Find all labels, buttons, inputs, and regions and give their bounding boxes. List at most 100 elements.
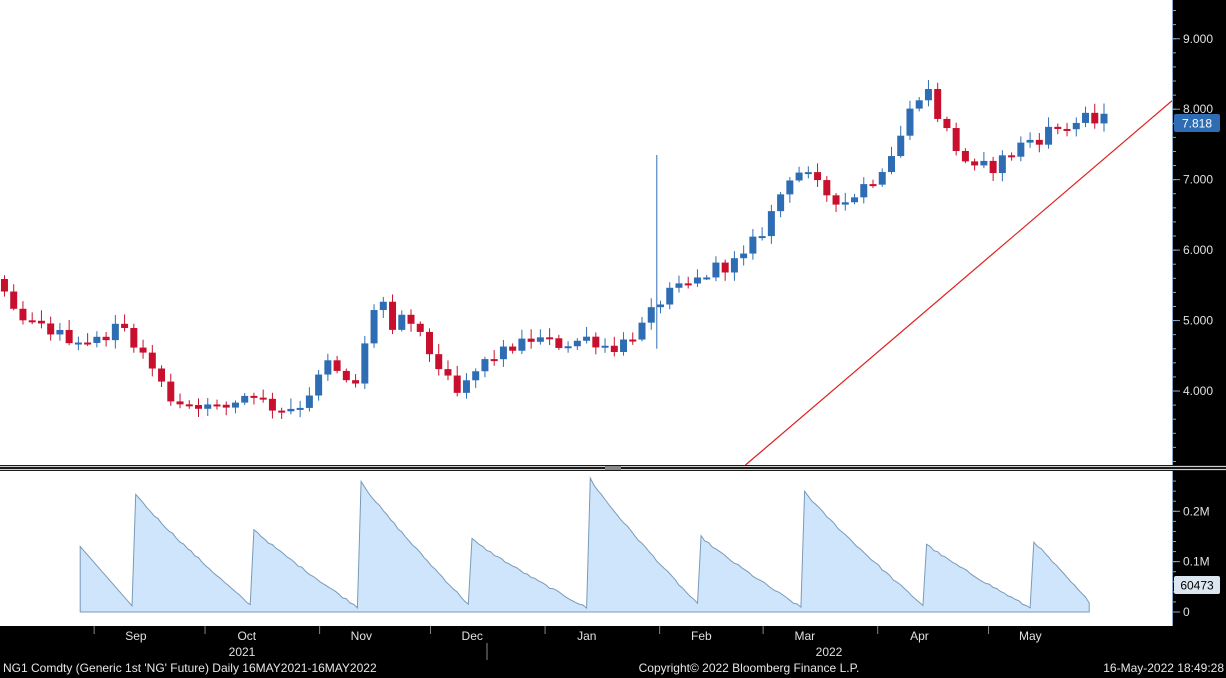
candle [1054, 123, 1062, 135]
candle [583, 326, 591, 344]
price-candles [0, 79, 1108, 419]
candle [564, 341, 572, 353]
oi-area [79, 476, 1090, 613]
candle [823, 176, 831, 202]
candle [278, 407, 286, 419]
candle [241, 392, 249, 405]
price-tick-label: 6.000 [1183, 243, 1213, 257]
candle [675, 275, 683, 293]
x-axis: Sep Oct Nov Dec Jan Feb Mar Apr May 2021 2022 [93, 626, 1042, 660]
candle [546, 328, 554, 346]
candle [453, 365, 461, 397]
candle [0, 275, 8, 297]
candle [389, 294, 397, 335]
candle [555, 334, 563, 350]
candle [758, 227, 766, 241]
candle [666, 282, 674, 310]
candle [897, 125, 905, 158]
candle [647, 298, 655, 330]
candle [1026, 132, 1034, 148]
candle [213, 399, 221, 410]
candle [130, 323, 138, 353]
oi-axis: 0 0.1M 0.2M [1172, 480, 1210, 619]
candle [638, 316, 646, 342]
candle [518, 329, 526, 355]
candle [287, 398, 295, 415]
oi-last-value: 60473 [1180, 579, 1214, 593]
price-tick-label: 4.000 [1183, 384, 1213, 398]
candle [176, 393, 184, 409]
month-label: Mar [795, 629, 816, 643]
month-label: Oct [237, 629, 256, 643]
candle [1100, 103, 1108, 132]
candle [1008, 152, 1016, 161]
candle [814, 163, 822, 187]
candle [989, 156, 997, 181]
candle [749, 229, 757, 260]
candle [730, 251, 738, 281]
candle [139, 339, 147, 359]
copyright-text: Copyright© 2022 Bloomberg Finance L.P. [639, 661, 860, 675]
candle [971, 158, 979, 171]
candle [980, 151, 988, 169]
candle [435, 343, 443, 376]
candle [74, 336, 82, 351]
candle [795, 166, 803, 183]
candle [204, 397, 212, 417]
oi-last-badge: 60473 [1174, 576, 1220, 594]
month-label: Sep [125, 629, 147, 643]
price-last-badge: 7.818 [1174, 114, 1220, 132]
candle [878, 168, 886, 187]
price-tick-label: 5.000 [1183, 314, 1213, 328]
candle [906, 100, 914, 140]
candle [361, 335, 369, 390]
candle [342, 368, 350, 383]
candle [509, 343, 517, 354]
year-label: 2022 [816, 645, 843, 659]
candle [19, 301, 27, 325]
candle [10, 284, 18, 311]
candle [777, 191, 785, 218]
candle [869, 179, 877, 188]
candle [767, 204, 775, 244]
candle [499, 339, 507, 367]
candle [324, 353, 332, 381]
candle [195, 398, 203, 418]
candle [832, 192, 840, 212]
candle [703, 274, 711, 281]
candle [379, 296, 387, 318]
candle [943, 116, 951, 132]
month-label: May [1019, 629, 1042, 643]
candle [684, 276, 692, 289]
candle [740, 245, 748, 266]
candle [111, 314, 119, 349]
candle [1045, 117, 1053, 149]
candle [527, 329, 535, 349]
candle [352, 374, 360, 388]
candle [934, 82, 942, 122]
month-label: Feb [691, 629, 712, 643]
price-axis: 4.000 5.000 6.000 7.000 8.000 9.000 [1172, 10, 1213, 462]
price-tick-label: 8.000 [1183, 102, 1213, 116]
candle [93, 331, 101, 348]
candle [47, 316, 55, 341]
candle [222, 401, 230, 416]
timestamp: 16-May-2022 18:49:28 [1103, 661, 1224, 675]
price-panel [0, 0, 1172, 465]
divider-grip-icon[interactable] [605, 466, 621, 470]
candle [231, 400, 239, 414]
candle [804, 166, 812, 179]
candle [915, 97, 923, 112]
candle [84, 333, 92, 347]
candle [158, 365, 166, 387]
month-label: Jan [577, 629, 596, 643]
candle [841, 192, 849, 211]
oi-tick-label: 0.1M [1183, 555, 1210, 569]
candle [250, 392, 258, 405]
candle [592, 332, 600, 355]
candle [333, 355, 341, 374]
candle [370, 304, 378, 348]
candle [185, 400, 193, 409]
month-label: Dec [462, 629, 483, 643]
candle [148, 344, 156, 377]
